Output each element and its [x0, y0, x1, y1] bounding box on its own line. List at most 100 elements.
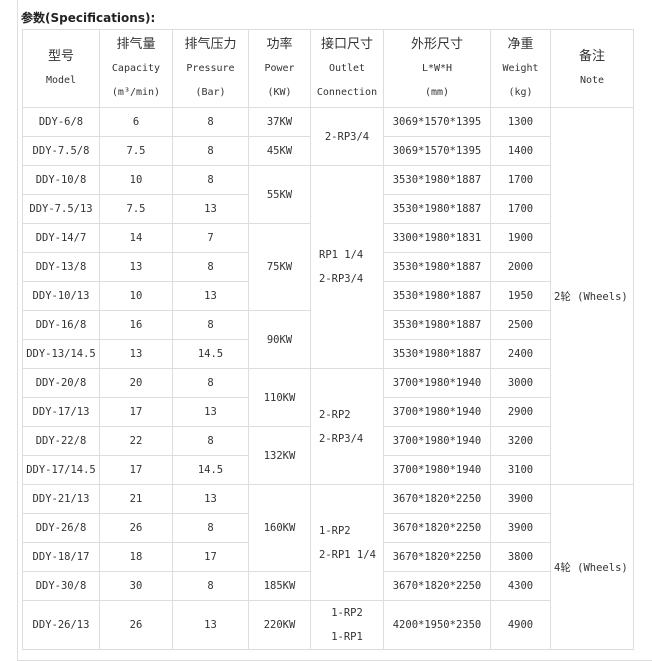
dimensions-cell: 3530*1980*1887 [383, 281, 491, 311]
header-cell: 排气压力 Pressure (Bar) [172, 29, 249, 108]
pressure-cell: 17 [172, 542, 249, 572]
weight-cell: 1900 [490, 223, 551, 253]
dimensions-cell: 3700*1980*1940 [383, 455, 491, 485]
dimensions-cell: 3700*1980*1940 [383, 397, 491, 427]
dimensions-cell: 3670*1820*2250 [383, 571, 491, 601]
outlet-line: 1-RP1 [331, 631, 363, 643]
outlet-cell: 1-RP2 1-RP1 [310, 600, 384, 650]
header-en: Pressure [186, 62, 235, 74]
header-cell: 型号 Model [22, 29, 100, 108]
pressure-cell: 8 [172, 513, 249, 543]
model-cell: DDY-7.5/8 [22, 136, 100, 166]
table-row: DDY-6/8 6 8 37KW 2-RP3/4 3069*1570*1395 1300 2轮… [22, 107, 634, 485]
dimensions-cell: 3670*1820*2250 [383, 542, 491, 572]
header-cell: 排气量 Capacity (m³/min) [99, 29, 173, 108]
dimensions-cell: 3670*1820*2250 [383, 484, 491, 514]
pressure-cell: 14.5 [172, 339, 249, 369]
capacity-cell: 16 [99, 310, 173, 340]
header-zh: 备注 [578, 48, 605, 64]
model-cell: DDY-13/8 [22, 252, 100, 282]
model-cell: DDY-7.5/13 [22, 194, 100, 224]
table-row: DDY-13/8 13 8 3530*1980*1887 2000 [22, 252, 634, 282]
pressure-cell: 13 [172, 281, 249, 311]
header-unit: (mm) [424, 86, 450, 98]
pressure-cell: 8 [172, 252, 249, 282]
capacity-cell: 6 [99, 107, 173, 137]
header-en: Model [45, 74, 77, 86]
header-en: Note [579, 74, 605, 86]
capacity-cell: 22 [99, 426, 173, 456]
header-cell: 备注 Note [550, 29, 634, 108]
capacity-cell: 17 [99, 397, 173, 427]
dimensions-cell: 3530*1980*1887 [383, 165, 491, 195]
pressure-cell: 8 [172, 571, 249, 601]
capacity-cell: 14 [99, 223, 173, 253]
header-cell: 净重 Weight (kg) [490, 29, 551, 108]
dimensions-cell: 3700*1980*1940 [383, 426, 491, 456]
power-cell: 160KW [248, 484, 311, 572]
capacity-cell: 30 [99, 571, 173, 601]
pressure-cell: 14.5 [172, 455, 249, 485]
outlet-cell: 1-RP2 2-RP1 1/4 [310, 484, 384, 601]
header-zh: 外形尺寸 [410, 36, 463, 52]
dimensions-cell: 3530*1980*1887 [383, 194, 491, 224]
table-row: DDY-16/8 16 8 90KW 3530*1980*1887 2500 [22, 310, 634, 369]
header-row: 型号 Model 排气量 Capacity (m³/min) 排气压力 Pressure (B… [22, 29, 634, 108]
header-unit: Connection [316, 86, 378, 98]
pressure-cell: 13 [172, 484, 249, 514]
weight-cell: 2500 [490, 310, 551, 340]
header-cell: 接口尺寸 Outlet Connection [310, 29, 384, 108]
weight-cell: 4900 [490, 600, 551, 650]
outlet-line: 2-RP3/4 [319, 273, 364, 285]
header-zh: 接口尺寸 [320, 36, 373, 52]
dimensions-cell: 3530*1980*1887 [383, 310, 491, 340]
header-cell: 功率 Power (KW) [248, 29, 311, 108]
outlet-line: 2-RP1 1/4 [319, 548, 376, 561]
power-cell: 75KW [248, 223, 311, 311]
model-cell: DDY-10/13 [22, 281, 100, 311]
outlet-line: 1-RP2 [319, 524, 351, 537]
model-cell: DDY-26/13 [22, 600, 100, 650]
capacity-cell: 17 [99, 455, 173, 485]
table-row: DDY-26/13 26 13 220KW 1-RP2 1-RP1 4200*1950*23… [22, 600, 634, 650]
pressure-cell: 8 [172, 107, 249, 137]
power-cell: 37KW [248, 107, 311, 137]
dimensions-cell: 3300*1980*1831 [383, 223, 491, 253]
power-cell: 110KW [248, 368, 311, 427]
header-en: Weight [502, 62, 539, 74]
weight-cell: 3900 [490, 513, 551, 543]
table-row: DDY-21/13 21 13 160KW 1-RP2 2-RP1 1/4 3670*182… [22, 484, 634, 650]
table-row: DDY-10/13 10 13 3530*1980*1887 1950 [22, 281, 634, 311]
weight-cell: 2900 [490, 397, 551, 427]
table-row: DDY-17/14.5 17 14.5 3700*1980*1940 3100 [22, 455, 634, 485]
outlet-line: 2-RP3/4 [324, 130, 370, 143]
weight-cell: 2000 [490, 252, 551, 282]
table-row: DDY-10/8 10 8 55KW RP1 1/4 2-RP3/4 3530*1980*1… [22, 165, 634, 369]
capacity-cell: 26 [99, 513, 173, 543]
capacity-cell: 20 [99, 368, 173, 398]
pressure-cell: 13 [172, 397, 249, 427]
outlet-cell: RP1 1/4 2-RP3/4 [310, 165, 384, 369]
power-cell: 90KW [248, 310, 311, 369]
model-cell: DDY-10/8 [22, 165, 100, 195]
capacity-cell: 13 [99, 339, 173, 369]
model-cell: DDY-13/14.5 [22, 339, 100, 369]
outlet-cell: 2-RP3/4 [310, 107, 384, 166]
header-en: Capacity [111, 62, 161, 74]
weight-cell: 2400 [490, 339, 551, 369]
model-cell: DDY-30/8 [22, 571, 100, 601]
header-en: Outlet [328, 62, 366, 74]
header-en: L*W*H [421, 62, 453, 74]
model-cell: DDY-6/8 [22, 107, 100, 137]
weight-cell: 4300 [490, 571, 551, 601]
pressure-cell: 8 [172, 426, 249, 456]
header-unit: (m³/min) [111, 86, 161, 98]
model-cell: DDY-20/8 [22, 368, 100, 398]
pressure-cell: 8 [172, 368, 249, 398]
model-cell: DDY-17/14.5 [22, 455, 100, 485]
pressure-cell: 13 [172, 194, 249, 224]
outlet-line: RP1 1/4 [319, 249, 364, 261]
model-cell: DDY-26/8 [22, 513, 100, 543]
pressure-cell: 8 [172, 165, 249, 195]
pressure-cell: 7 [172, 223, 249, 253]
